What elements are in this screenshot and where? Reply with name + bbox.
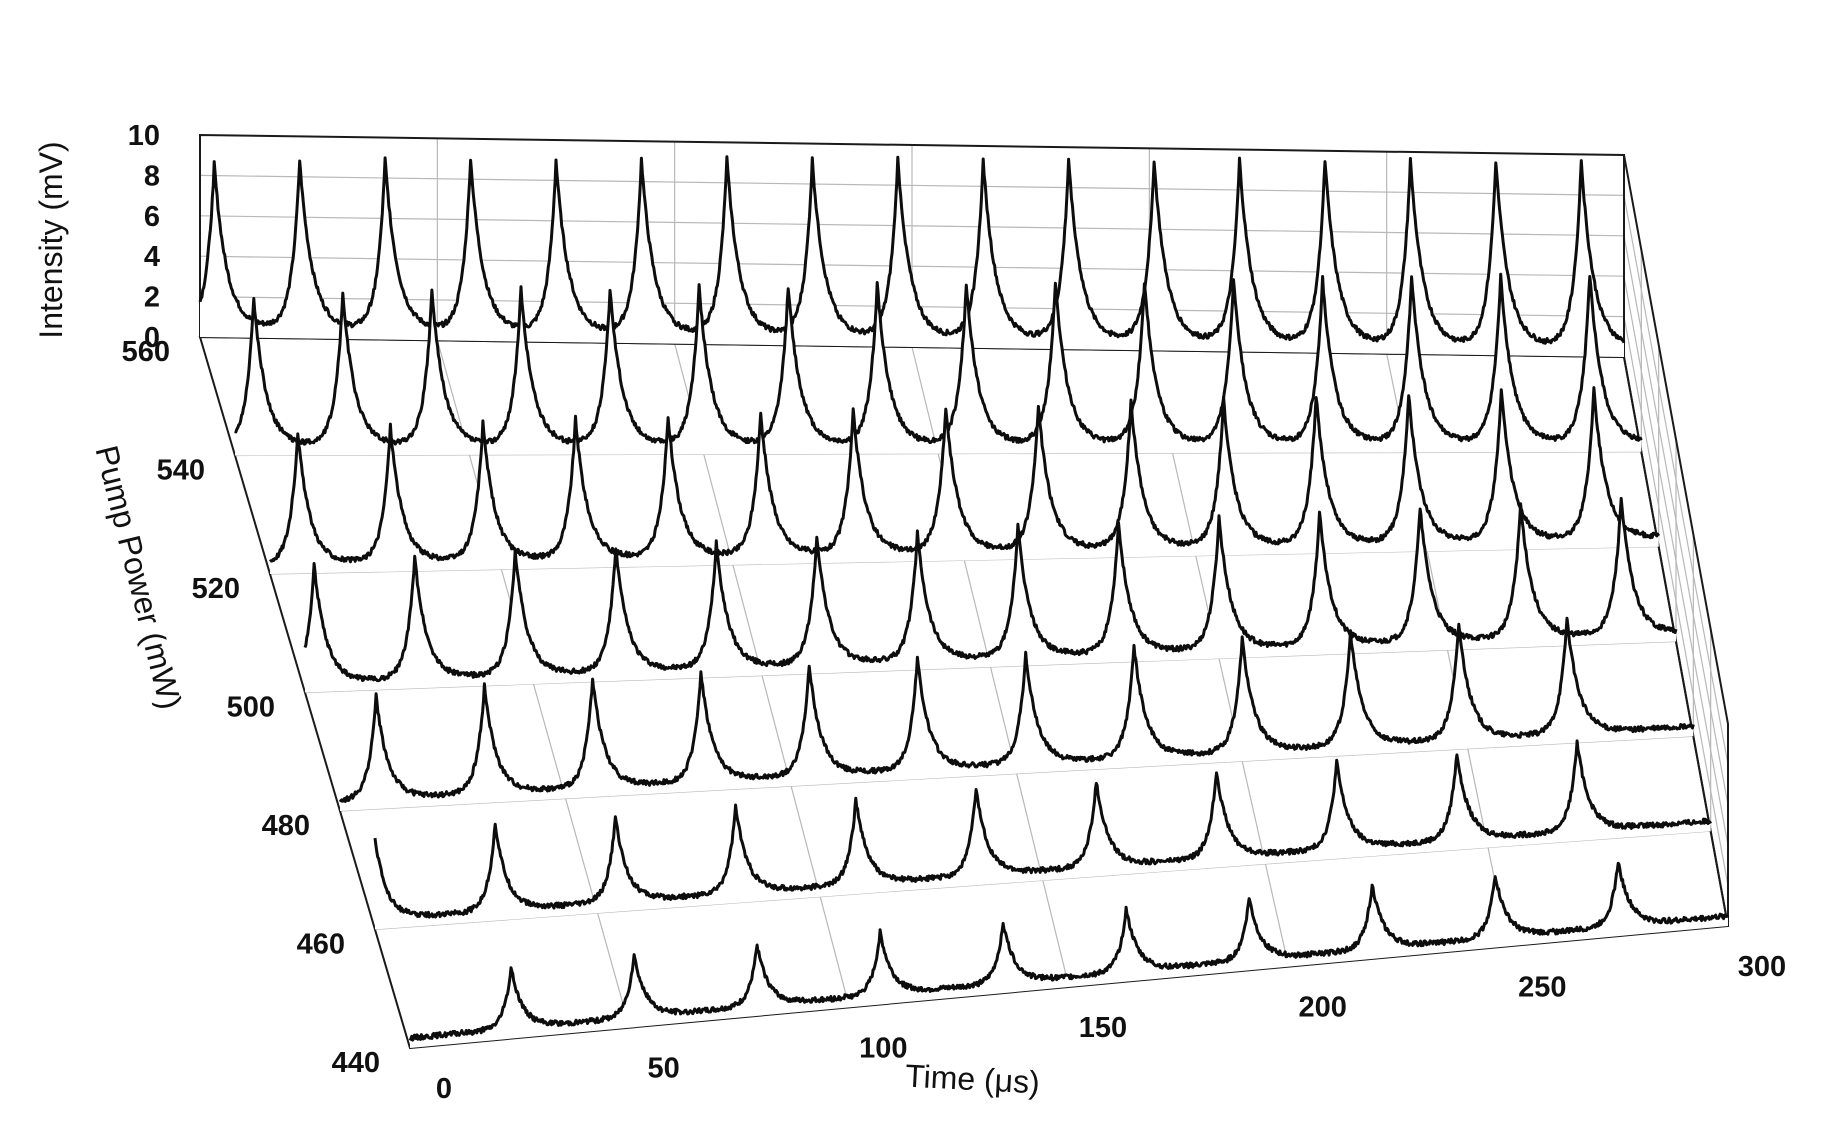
x-tick-label: 300 — [1738, 951, 1786, 983]
z-tick-label: 10 — [128, 120, 160, 152]
tick-layer: 0501001502002503004404604805005205405600… — [122, 120, 1787, 1105]
z-tick-label: 8 — [144, 160, 160, 192]
y-tick-label: 460 — [297, 929, 345, 961]
x-tick-label: 50 — [648, 1053, 680, 1085]
y-tick-label: 540 — [157, 455, 205, 487]
y-tick-label: 480 — [262, 810, 310, 842]
z-tick-label: 4 — [144, 241, 160, 273]
z-tick-label: 2 — [144, 282, 160, 314]
y-tick-label: 520 — [192, 573, 240, 605]
pulse-trace-440mW — [408, 861, 1730, 1042]
pulse-trace-560mW — [198, 155, 1626, 345]
pulse-trace-540mW — [234, 272, 1643, 446]
trace-occluder — [305, 498, 1676, 693]
pulse-trace-480mW — [338, 616, 1695, 803]
y-tick-label: 500 — [227, 692, 275, 724]
trace-occluder — [375, 740, 1711, 930]
z-tick-label: 0 — [144, 322, 160, 354]
z-tick-label: 6 — [144, 201, 160, 233]
x-tick-label: 250 — [1518, 971, 1566, 1003]
trace-layer — [198, 155, 1730, 1048]
y-tick-label: 440 — [332, 1047, 380, 1079]
pulse-trace-500mW — [303, 496, 1678, 683]
x-tick-label: 0 — [436, 1073, 452, 1105]
pulse-trace-520mW — [269, 386, 1661, 564]
x-tick-label: 150 — [1079, 1012, 1127, 1044]
x-tick-label: 100 — [859, 1032, 907, 1064]
trace-occluder — [340, 618, 1694, 811]
floor-gridline-power — [339, 735, 1694, 812]
trace-occluder — [200, 156, 1624, 357]
trace-occluder — [270, 387, 1659, 574]
trace-occluder — [235, 274, 1642, 456]
pulse-trace-460mW — [373, 739, 1712, 919]
y-tick-label: 560 — [122, 336, 170, 368]
x-tick-label: 200 — [1298, 992, 1346, 1024]
x-axis-title: Time (μs) — [904, 1058, 1040, 1101]
z-axis-title: Intensity (mV) — [33, 141, 69, 338]
trace-occluder — [410, 863, 1728, 1048]
